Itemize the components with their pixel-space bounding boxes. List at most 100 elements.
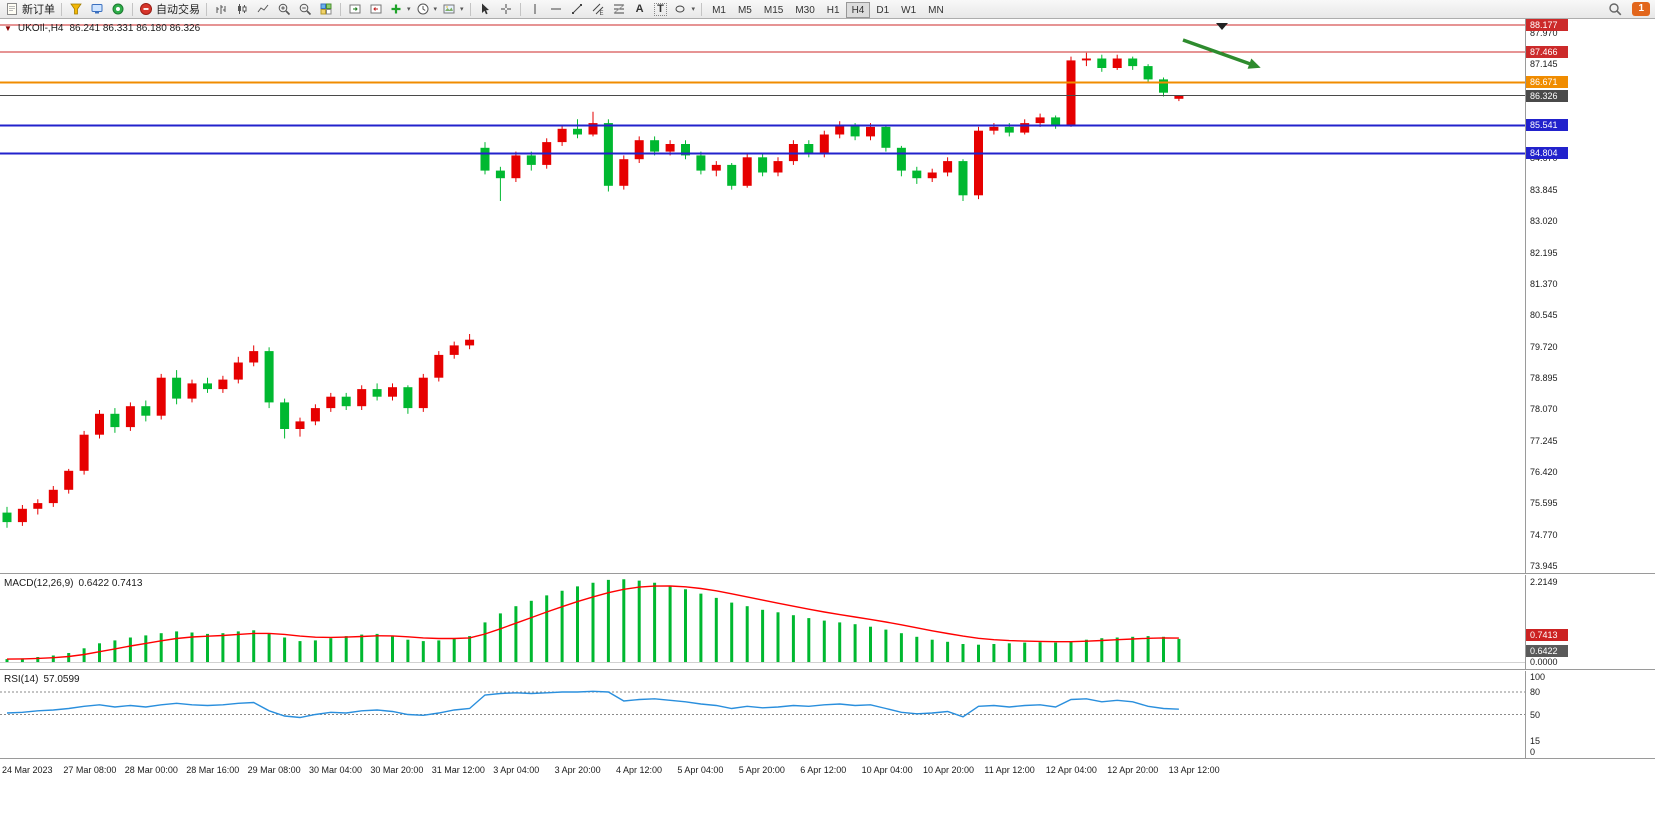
candle-body — [1066, 60, 1076, 125]
main-chart-panel[interactable]: ▼ UKOIl-,H4 86.241 86.331 86.180 86.326 … — [0, 19, 1655, 574]
price-tick-label: 79.720 — [1530, 341, 1558, 352]
rsi-chart — [0, 690, 1525, 719]
bar-chart-icon — [216, 5, 226, 14]
new-order-icon — [7, 3, 17, 15]
candle-body — [511, 155, 521, 179]
time-axis-label: 28 Mar 00:00 — [124, 765, 178, 775]
candle-body — [434, 354, 444, 378]
candle-body — [912, 170, 922, 179]
time-axis-label: 31 Mar 12:00 — [431, 765, 485, 775]
template-image-icon — [443, 4, 455, 14]
rsi-plot: RSI(14) 57.0599 — [0, 671, 1525, 758]
bar-chart-mode-button[interactable] — [211, 1, 231, 18]
timeframe-m1-button[interactable]: M1 — [706, 2, 732, 18]
candle-body — [526, 155, 536, 165]
candle-body — [203, 383, 212, 390]
auto-scroll-icon — [349, 4, 361, 14]
new-order-label: 新订单 — [22, 4, 55, 16]
candle-body — [125, 406, 135, 428]
search-icon — [1609, 2, 1622, 15]
candle-body — [681, 144, 690, 156]
toolbar-separator — [132, 2, 133, 16]
rsi-axis-label: 100 — [1530, 672, 1546, 682]
zoom-out-button[interactable] — [295, 1, 315, 18]
trend-arrow-head — [1247, 58, 1261, 69]
equidistant-channel-icon: E — [592, 3, 603, 16]
timeframe-mn-button[interactable]: MN — [922, 2, 950, 18]
period-menu-button[interactable]: ▾ — [414, 1, 440, 18]
candle-body — [881, 126, 891, 148]
equidistant-channel-tool-button[interactable]: E — [588, 1, 608, 18]
search-button[interactable] — [1605, 1, 1625, 18]
macd-indicator-values: 0.6422 0.7413 — [78, 578, 143, 589]
timeframe-m5-button[interactable]: M5 — [732, 2, 758, 18]
macd-panel[interactable]: MACD(12,26,9) 0.6422 0.7413 2.2149 0.0000… — [0, 575, 1655, 670]
auto-scroll-button[interactable] — [345, 1, 365, 18]
time-axis-label: 4 Apr 12:00 — [616, 765, 663, 775]
fibonacci-tool-button[interactable] — [609, 1, 629, 18]
time-axis[interactable]: 24 Mar 2023 27 Mar 08:00 28 Mar 00:00 28 Ma… — [0, 760, 1655, 824]
chart-ohlc-quote: 86.241 86.331 86.180 86.326 — [69, 23, 201, 34]
new-order-button[interactable]: 新订单 — [3, 1, 57, 18]
text-tool-icon: A — [635, 2, 644, 15]
price-tick-label: 80.545 — [1530, 310, 1558, 321]
funnel-tool-button[interactable] — [66, 1, 86, 18]
candle-body — [449, 345, 459, 355]
chart-shift-button[interactable] — [366, 1, 386, 18]
candle-body — [1112, 58, 1122, 68]
price-tick-label: 83.020 — [1530, 216, 1558, 227]
template-menu-button[interactable]: ▾ — [440, 1, 466, 18]
time-axis-label: 30 Mar 20:00 — [370, 765, 424, 775]
candle-body — [1174, 95, 1184, 99]
candlestick-chart-icon — [238, 4, 247, 14]
notification-badge[interactable]: 1 — [1632, 2, 1650, 16]
timeframe-w1-button[interactable]: W1 — [895, 2, 922, 18]
rsi-panel[interactable]: RSI(14) 57.0599 100 80 50 15 0 — [0, 671, 1655, 759]
price-axis: 87.97087.14586.32085.49584.67083.84583.0… — [1525, 19, 1655, 573]
rsi-axis: 100 80 50 15 0 — [1525, 671, 1655, 758]
main-chart-plot[interactable]: ▼ UKOIl-,H4 86.241 86.331 86.180 86.326 — [0, 19, 1525, 573]
tile-windows-button[interactable] — [316, 1, 336, 18]
timeframe-m30-button[interactable]: M30 — [789, 2, 820, 18]
timeframe-m15-button[interactable]: M15 — [758, 2, 789, 18]
clock-icon — [417, 3, 429, 15]
zoom-in-button[interactable] — [274, 1, 294, 18]
candle-body — [341, 396, 351, 407]
cursor-icon — [481, 3, 489, 15]
support-button[interactable] — [108, 1, 128, 18]
chart-shift-icon — [370, 4, 382, 14]
dropdown-caret-icon: ▾ — [460, 5, 464, 13]
label-tool-button[interactable]: T — [651, 1, 671, 18]
time-axis-label: 3 Apr 20:00 — [554, 765, 601, 775]
candle-body — [110, 413, 120, 428]
price-tick-label: 81.370 — [1530, 278, 1558, 289]
candle-body — [172, 377, 182, 399]
autotrading-button[interactable]: 自动交易 — [137, 1, 202, 18]
timeframe-h4-button[interactable]: H4 — [845, 2, 871, 19]
text-tool-button[interactable]: A — [630, 1, 650, 18]
cursor-tool-button[interactable] — [475, 1, 495, 18]
time-axis-label: 28 Mar 16:00 — [186, 765, 240, 775]
trend-arrow[interactable] — [1182, 38, 1257, 68]
price-tick-label: 77.245 — [1530, 435, 1558, 446]
candle-body — [804, 144, 814, 154]
down-triangle-marker[interactable] — [1216, 23, 1228, 30]
candle-body — [943, 161, 953, 173]
horizontal-line-tool-button[interactable] — [546, 1, 566, 18]
timeframe-d1-button[interactable]: D1 — [870, 2, 895, 18]
timeframe-group: M1 M5 M15 M30 H1 H4 D1 W1 MN — [706, 0, 950, 19]
macd-chart — [0, 579, 1525, 663]
symbol-collapse-icon[interactable]: ▼ — [4, 24, 12, 33]
vertical-line-tool-button[interactable] — [525, 1, 545, 18]
candle-body — [819, 134, 829, 154]
shapes-tool-button[interactable]: ▾ — [672, 1, 698, 18]
trendline-tool-button[interactable] — [567, 1, 587, 18]
timeframe-h1-button[interactable]: H1 — [821, 2, 846, 18]
candle-body — [742, 157, 752, 186]
line-chart-mode-button[interactable] — [253, 1, 273, 18]
terminal-window-button[interactable] — [87, 1, 107, 18]
candle-body — [218, 379, 228, 390]
candlestick-mode-button[interactable] — [232, 1, 252, 18]
crosshair-tool-button[interactable] — [496, 1, 516, 18]
add-indicator-button[interactable]: ▾ — [387, 1, 413, 18]
